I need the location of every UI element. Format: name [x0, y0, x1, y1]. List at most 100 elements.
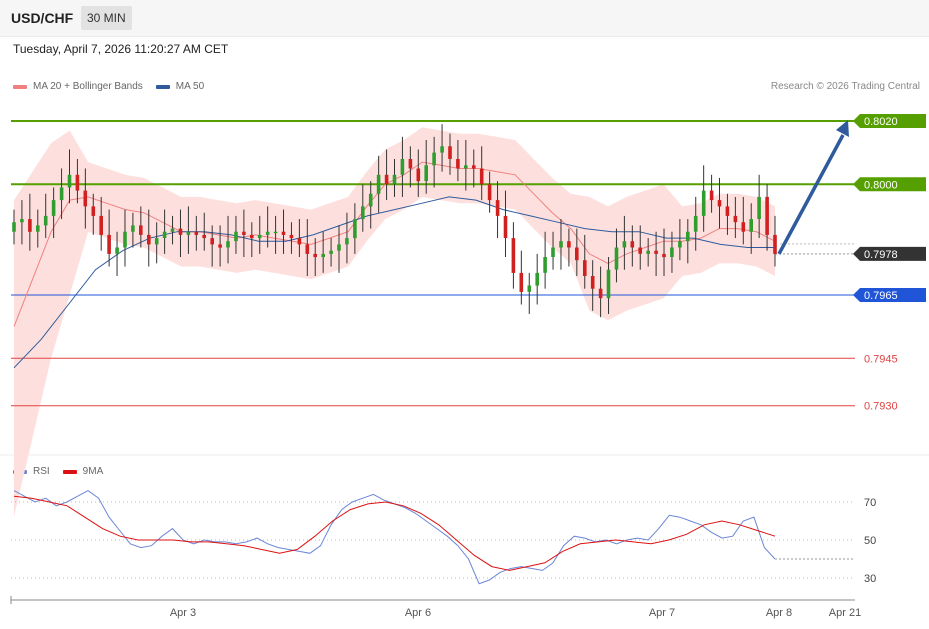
candle-body — [154, 238, 159, 245]
candle — [361, 184, 365, 232]
candle — [646, 238, 650, 267]
candle — [99, 196, 103, 251]
candle-body — [765, 196, 769, 235]
candle — [123, 209, 127, 267]
candle-body — [701, 190, 706, 216]
candle — [281, 209, 286, 254]
level-tag-0.7965 — [853, 288, 926, 302]
candle — [43, 193, 48, 239]
candle-body — [543, 257, 547, 273]
rsi-ma9-line — [13, 495, 776, 571]
candle-body — [162, 231, 167, 238]
candle — [178, 209, 183, 258]
candle-body — [432, 152, 436, 166]
candle-body — [305, 244, 310, 254]
candle-body — [20, 219, 24, 223]
candle-body — [242, 231, 246, 235]
candle — [567, 228, 571, 267]
rsi-tick-30: 30 — [864, 573, 876, 585]
candle — [186, 206, 191, 254]
candle-body — [123, 231, 127, 248]
candle — [551, 231, 555, 270]
candle — [28, 193, 32, 251]
candle — [147, 209, 151, 267]
ma50-swatch — [155, 84, 170, 89]
candle-body — [226, 241, 230, 248]
candle — [218, 225, 222, 267]
candle — [686, 219, 690, 264]
candle — [202, 212, 206, 251]
candle-body — [281, 231, 286, 235]
candle-body — [186, 231, 191, 235]
candle — [12, 209, 16, 245]
candle-body — [590, 276, 595, 289]
candle — [440, 124, 444, 172]
candle-body — [139, 225, 143, 235]
candle-body — [384, 174, 389, 185]
candle-body — [416, 168, 421, 182]
candle-body — [234, 231, 238, 242]
candle-body — [575, 247, 579, 261]
candle-body — [67, 174, 72, 188]
candle — [630, 225, 635, 267]
candle-body — [250, 234, 254, 239]
candle — [765, 184, 769, 251]
candle — [527, 272, 532, 314]
projection-arrow-head — [836, 120, 849, 137]
candle-body — [83, 190, 88, 207]
legend-9ma: 9MA — [62, 466, 103, 477]
timeframe-button[interactable]: 30 MIN — [81, 6, 132, 30]
candle — [511, 222, 516, 289]
rsi-panel: 70 50 30 — [11, 490, 876, 585]
candle-body — [495, 200, 500, 216]
candle — [575, 228, 579, 277]
candle-body — [472, 165, 476, 169]
candle — [250, 222, 254, 258]
candle-body — [448, 146, 452, 159]
candle — [51, 187, 56, 239]
candle — [210, 225, 214, 267]
candle-body — [265, 231, 270, 235]
candle — [265, 206, 270, 248]
candle — [472, 149, 476, 188]
candle — [289, 222, 294, 254]
candle — [432, 136, 436, 188]
candle-body — [321, 253, 325, 258]
candle-body — [297, 238, 302, 245]
legend-rsi-label: RSI — [33, 466, 50, 477]
candle — [400, 136, 405, 197]
candle-body — [678, 241, 682, 248]
level-label-0.7978: 0.7978 — [864, 249, 898, 261]
candle-body — [115, 247, 119, 254]
chart-datetime: Tuesday, April 7, 2026 11:20:27 AM CET — [13, 42, 229, 56]
candle — [194, 215, 199, 251]
candle-body — [107, 234, 111, 254]
candle — [464, 139, 468, 191]
candle-body — [670, 247, 674, 257]
candle-body — [400, 159, 405, 175]
candle — [115, 231, 119, 277]
candle — [693, 196, 698, 251]
candle-body — [368, 193, 373, 207]
level-label-0.8020: 0.8020 — [864, 116, 898, 128]
candle — [519, 250, 524, 305]
candle-body — [28, 219, 32, 232]
projection-arrow-shaft — [777, 134, 845, 255]
candle — [479, 146, 484, 201]
candle — [384, 149, 389, 201]
candle — [59, 168, 64, 220]
candle — [622, 215, 627, 270]
candle — [638, 225, 642, 270]
candle — [559, 219, 563, 270]
candle-body — [662, 253, 666, 258]
candle-body — [535, 272, 539, 286]
bollinger-swatch — [13, 84, 27, 89]
candle — [337, 225, 341, 273]
copyright: Research © 2026 Trading Central — [770, 81, 920, 92]
rsi-line — [13, 490, 776, 585]
candle — [345, 212, 349, 264]
candle — [162, 209, 167, 254]
candle-body — [709, 190, 714, 201]
candle — [741, 196, 746, 245]
